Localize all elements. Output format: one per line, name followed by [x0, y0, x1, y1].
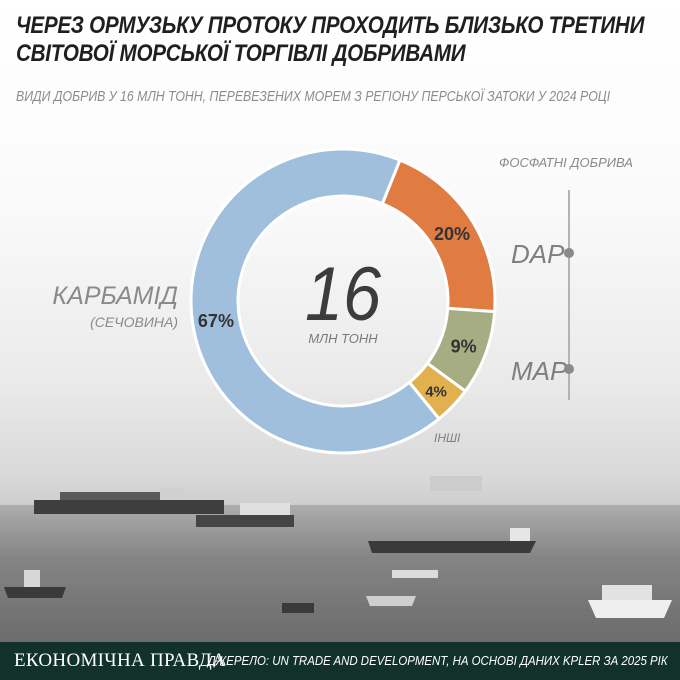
- ship-tiny: [392, 570, 438, 578]
- label-dap: DAP: [511, 239, 565, 269]
- ship-far: [430, 476, 482, 491]
- slice-value-label: 4%: [425, 384, 447, 401]
- ship-lower-center: [366, 596, 416, 606]
- ship-center: [368, 528, 536, 553]
- footer-bar: ЕКОНОМІЧНА ПРАВДА ДЖЕРЕЛО: UN TRADE AND …: [0, 642, 680, 680]
- bracket-dot-map: [564, 364, 574, 374]
- container-ship-left: [34, 488, 224, 514]
- slice-value-label: 20%: [434, 224, 470, 244]
- ship-lower-left: [4, 570, 66, 598]
- title-line-1: ЧЕРЕЗ ОРМУЗЬКУ ПРОТОКУ ПРОХОДИТЬ БЛИЗЬКО…: [16, 12, 645, 39]
- cruise-ship-right: [588, 585, 672, 618]
- label-phosphate-group: ФОСФАТНІ ДОБРИВА: [499, 155, 633, 170]
- center-value: 16: [305, 253, 382, 337]
- chart-subtitle: ВИДИ ДОБРИВ У 16 МЛН ТОНН, ПЕРЕВЕЗЕНИХ М…: [16, 88, 611, 105]
- title-line-2: СВІТОВОЇ МОРСЬКОЇ ТОРГІВЛІ ДОБРИВАМИ: [16, 40, 466, 67]
- label-karbamid-sub: (СЕЧОВИНА): [90, 314, 178, 330]
- bracket-dot-dap: [564, 248, 574, 258]
- center-unit: МЛН ТОНН: [308, 331, 378, 346]
- chart-title: ЧЕРЕЗ ОРМУЗЬКУ ПРОТОКУ ПРОХОДИТЬ БЛИЗЬКО…: [16, 12, 666, 68]
- slice-value-label: 9%: [451, 336, 477, 356]
- ship-small-boat: [282, 603, 314, 613]
- label-map: MAP: [511, 356, 568, 386]
- donut-slice-карбамід: [189, 147, 442, 455]
- ship-small-left: [196, 503, 294, 527]
- publisher-logo: ЕКОНОМІЧНА ПРАВДА: [14, 650, 227, 671]
- label-karbamid: КАРБАМІД: [52, 282, 178, 310]
- slice-value-label: 67%: [198, 311, 234, 331]
- label-inshi: ІНШІ: [434, 431, 461, 445]
- source-note: ДЖЕРЕЛО: UN TRADE AND DEVELOPMENT, НА ОС…: [208, 653, 668, 668]
